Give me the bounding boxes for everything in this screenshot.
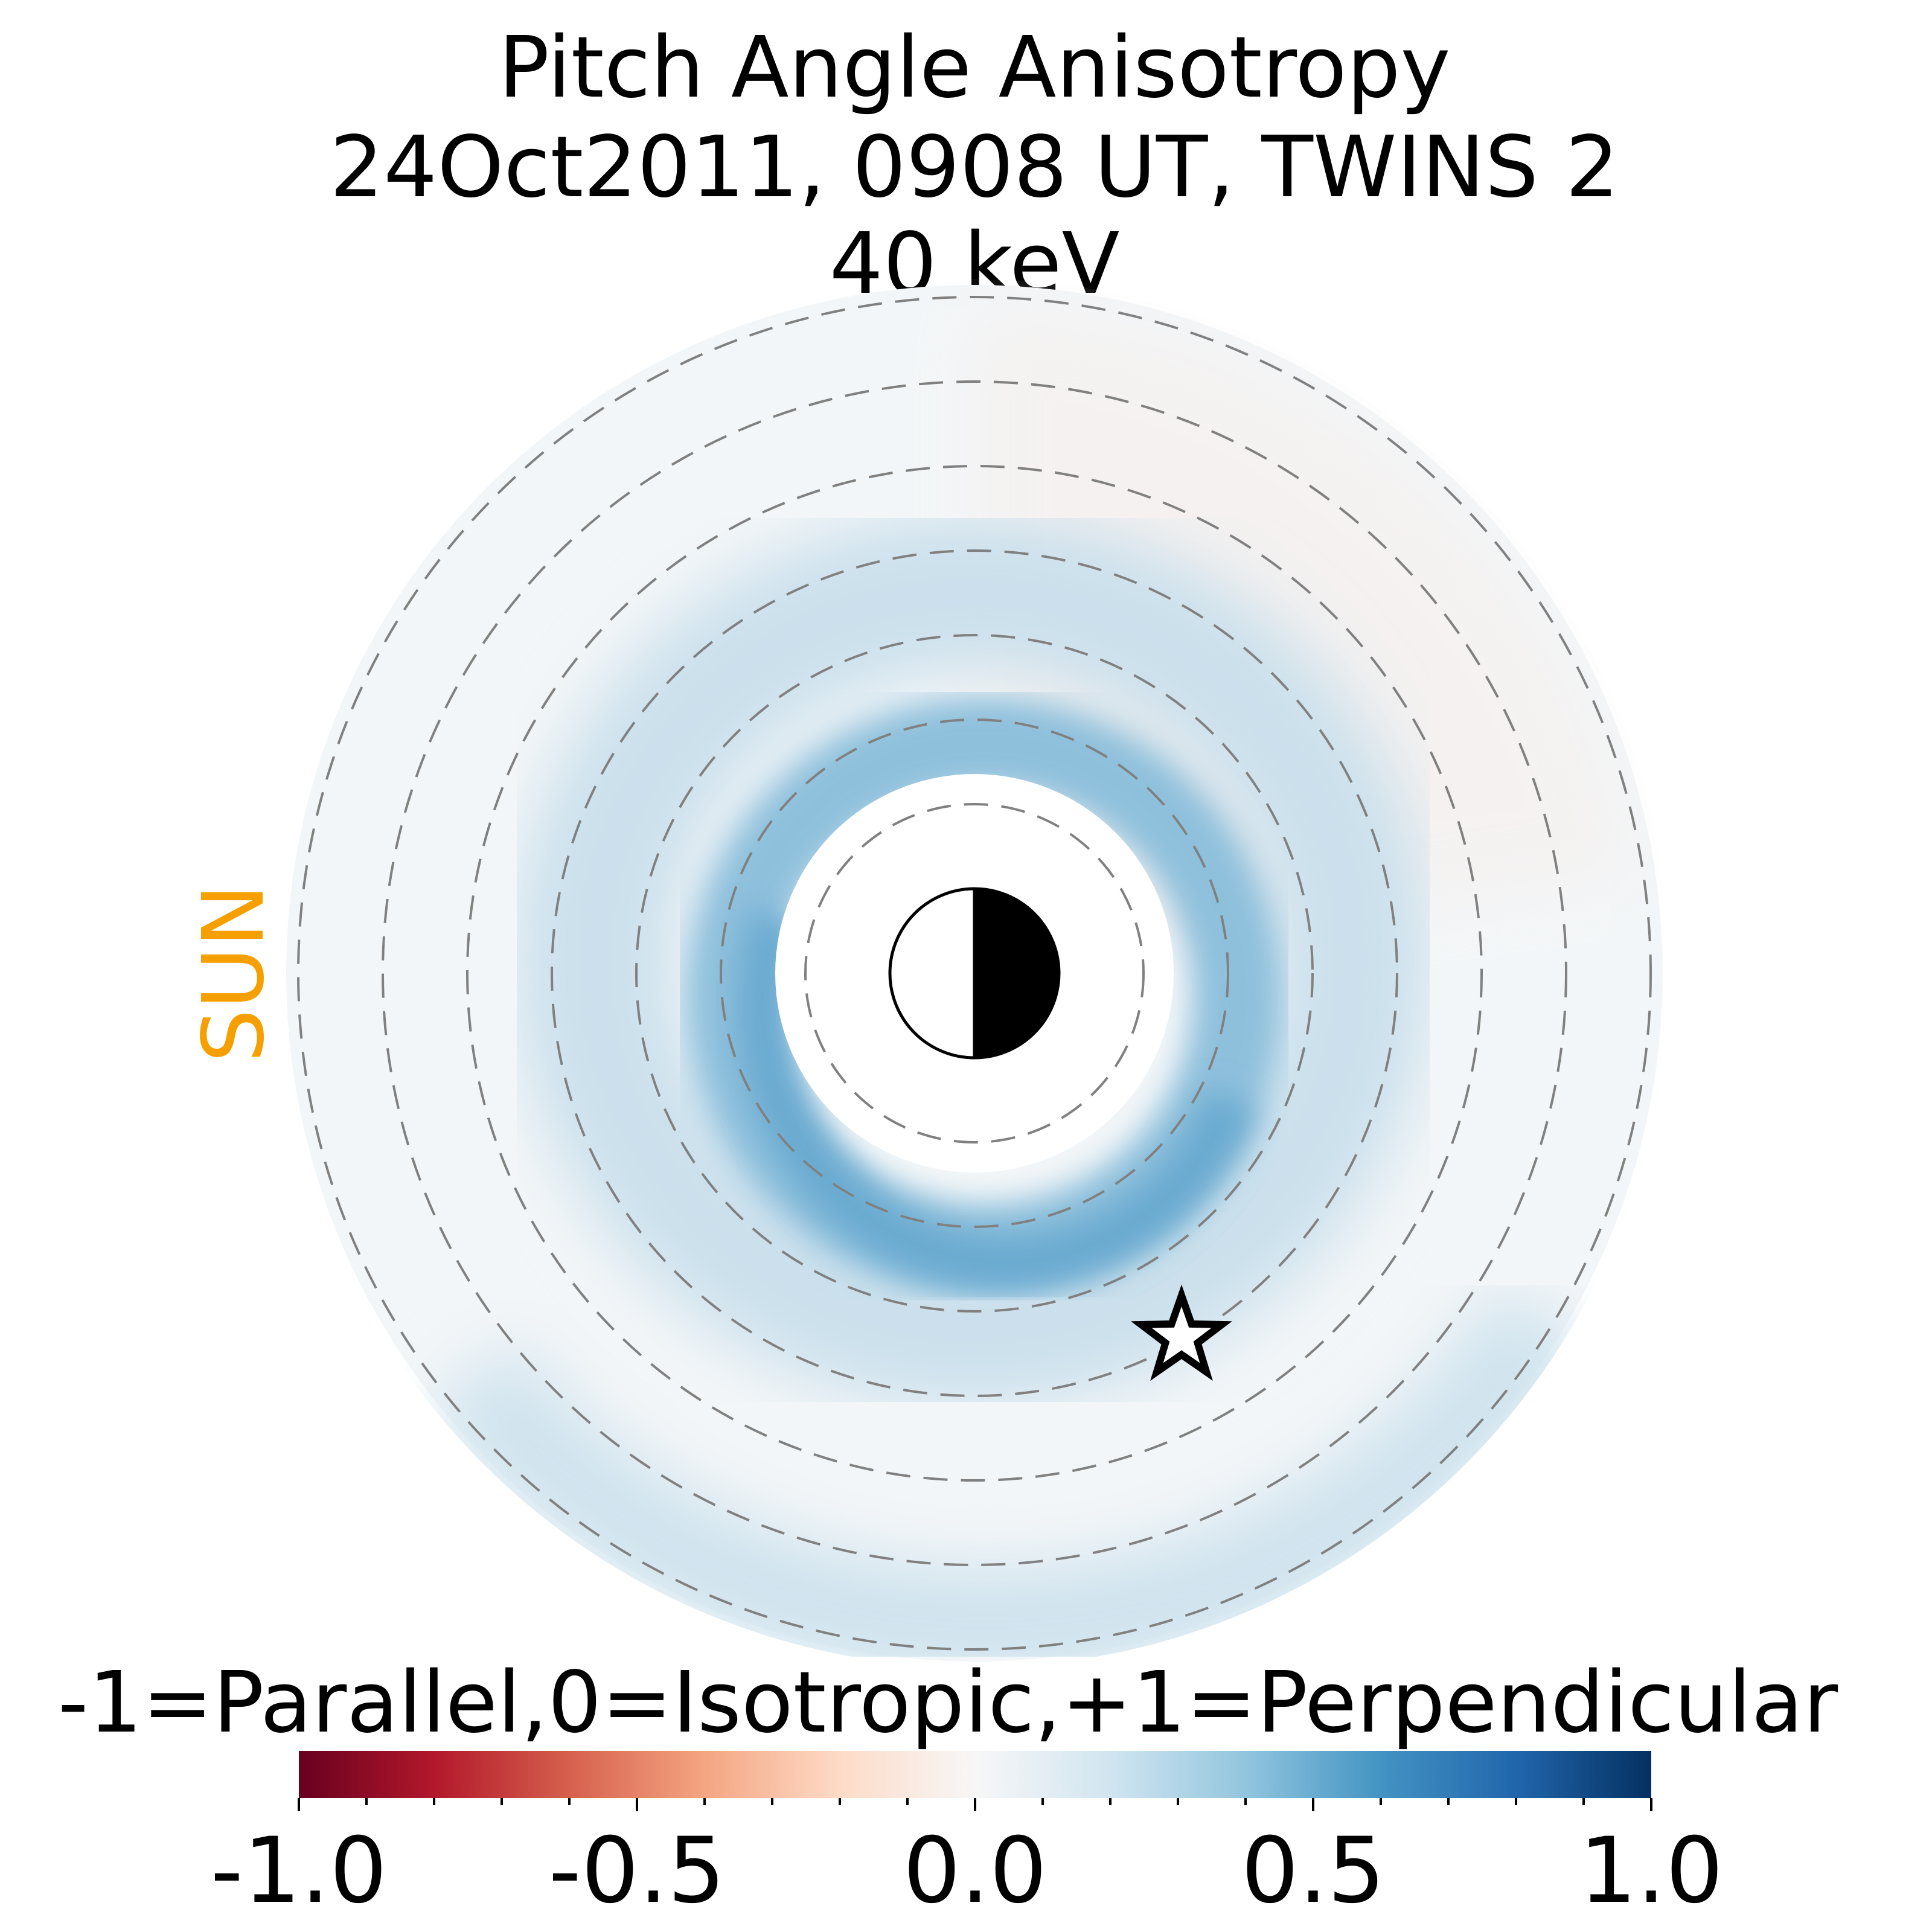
title-line-2: 24Oct2011, 0908 UT, TWINS 2 (330, 118, 1619, 217)
reference-circle (635, 634, 1314, 1313)
reference-circle (551, 549, 1398, 1397)
reference-circles (297, 296, 1652, 1651)
colorbar-label: -1=Parallel,0=Isotropic,+1=Perpendicular (58, 1654, 1838, 1752)
colorbar-ticks (298, 1798, 1652, 1811)
outer-band (426, 1286, 1595, 1668)
colorbar-tick-labels: -1.0 -0.5 0.0 0.5 1.0 (211, 1818, 1724, 1924)
colorbar-tick-label: 0.0 (903, 1818, 1048, 1924)
colorbar: -1.0 -0.5 0.0 0.5 1.0 (211, 1751, 1724, 1924)
reference-circle (382, 380, 1567, 1566)
colorbar-tick-label: -1.0 (211, 1818, 388, 1924)
reference-circle (297, 296, 1652, 1651)
spacecraft-star-icon (1130, 1284, 1233, 1381)
chart-title: Pitch Angle Anisotropy 24Oct2011, 0908 U… (330, 19, 1619, 313)
inner-band-outer (514, 513, 1432, 1407)
colorbar-tick-label: 0.5 (1241, 1818, 1386, 1924)
sun-label: SUN (185, 884, 283, 1063)
title-line-1: Pitch Angle Anisotropy (499, 19, 1451, 117)
reference-circle (720, 718, 1229, 1228)
reference-circle (804, 803, 1145, 1144)
colorbar-tick-label: -0.5 (549, 1818, 726, 1924)
colorbar-bar (299, 1751, 1651, 1798)
reference-circle (466, 465, 1483, 1482)
anisotropy-heatmap (286, 285, 1663, 1668)
colorbar-tick-label: 1.0 (1579, 1818, 1724, 1924)
inner-band-nightside-peak (735, 908, 1258, 1290)
earth-icon (888, 887, 1061, 1060)
